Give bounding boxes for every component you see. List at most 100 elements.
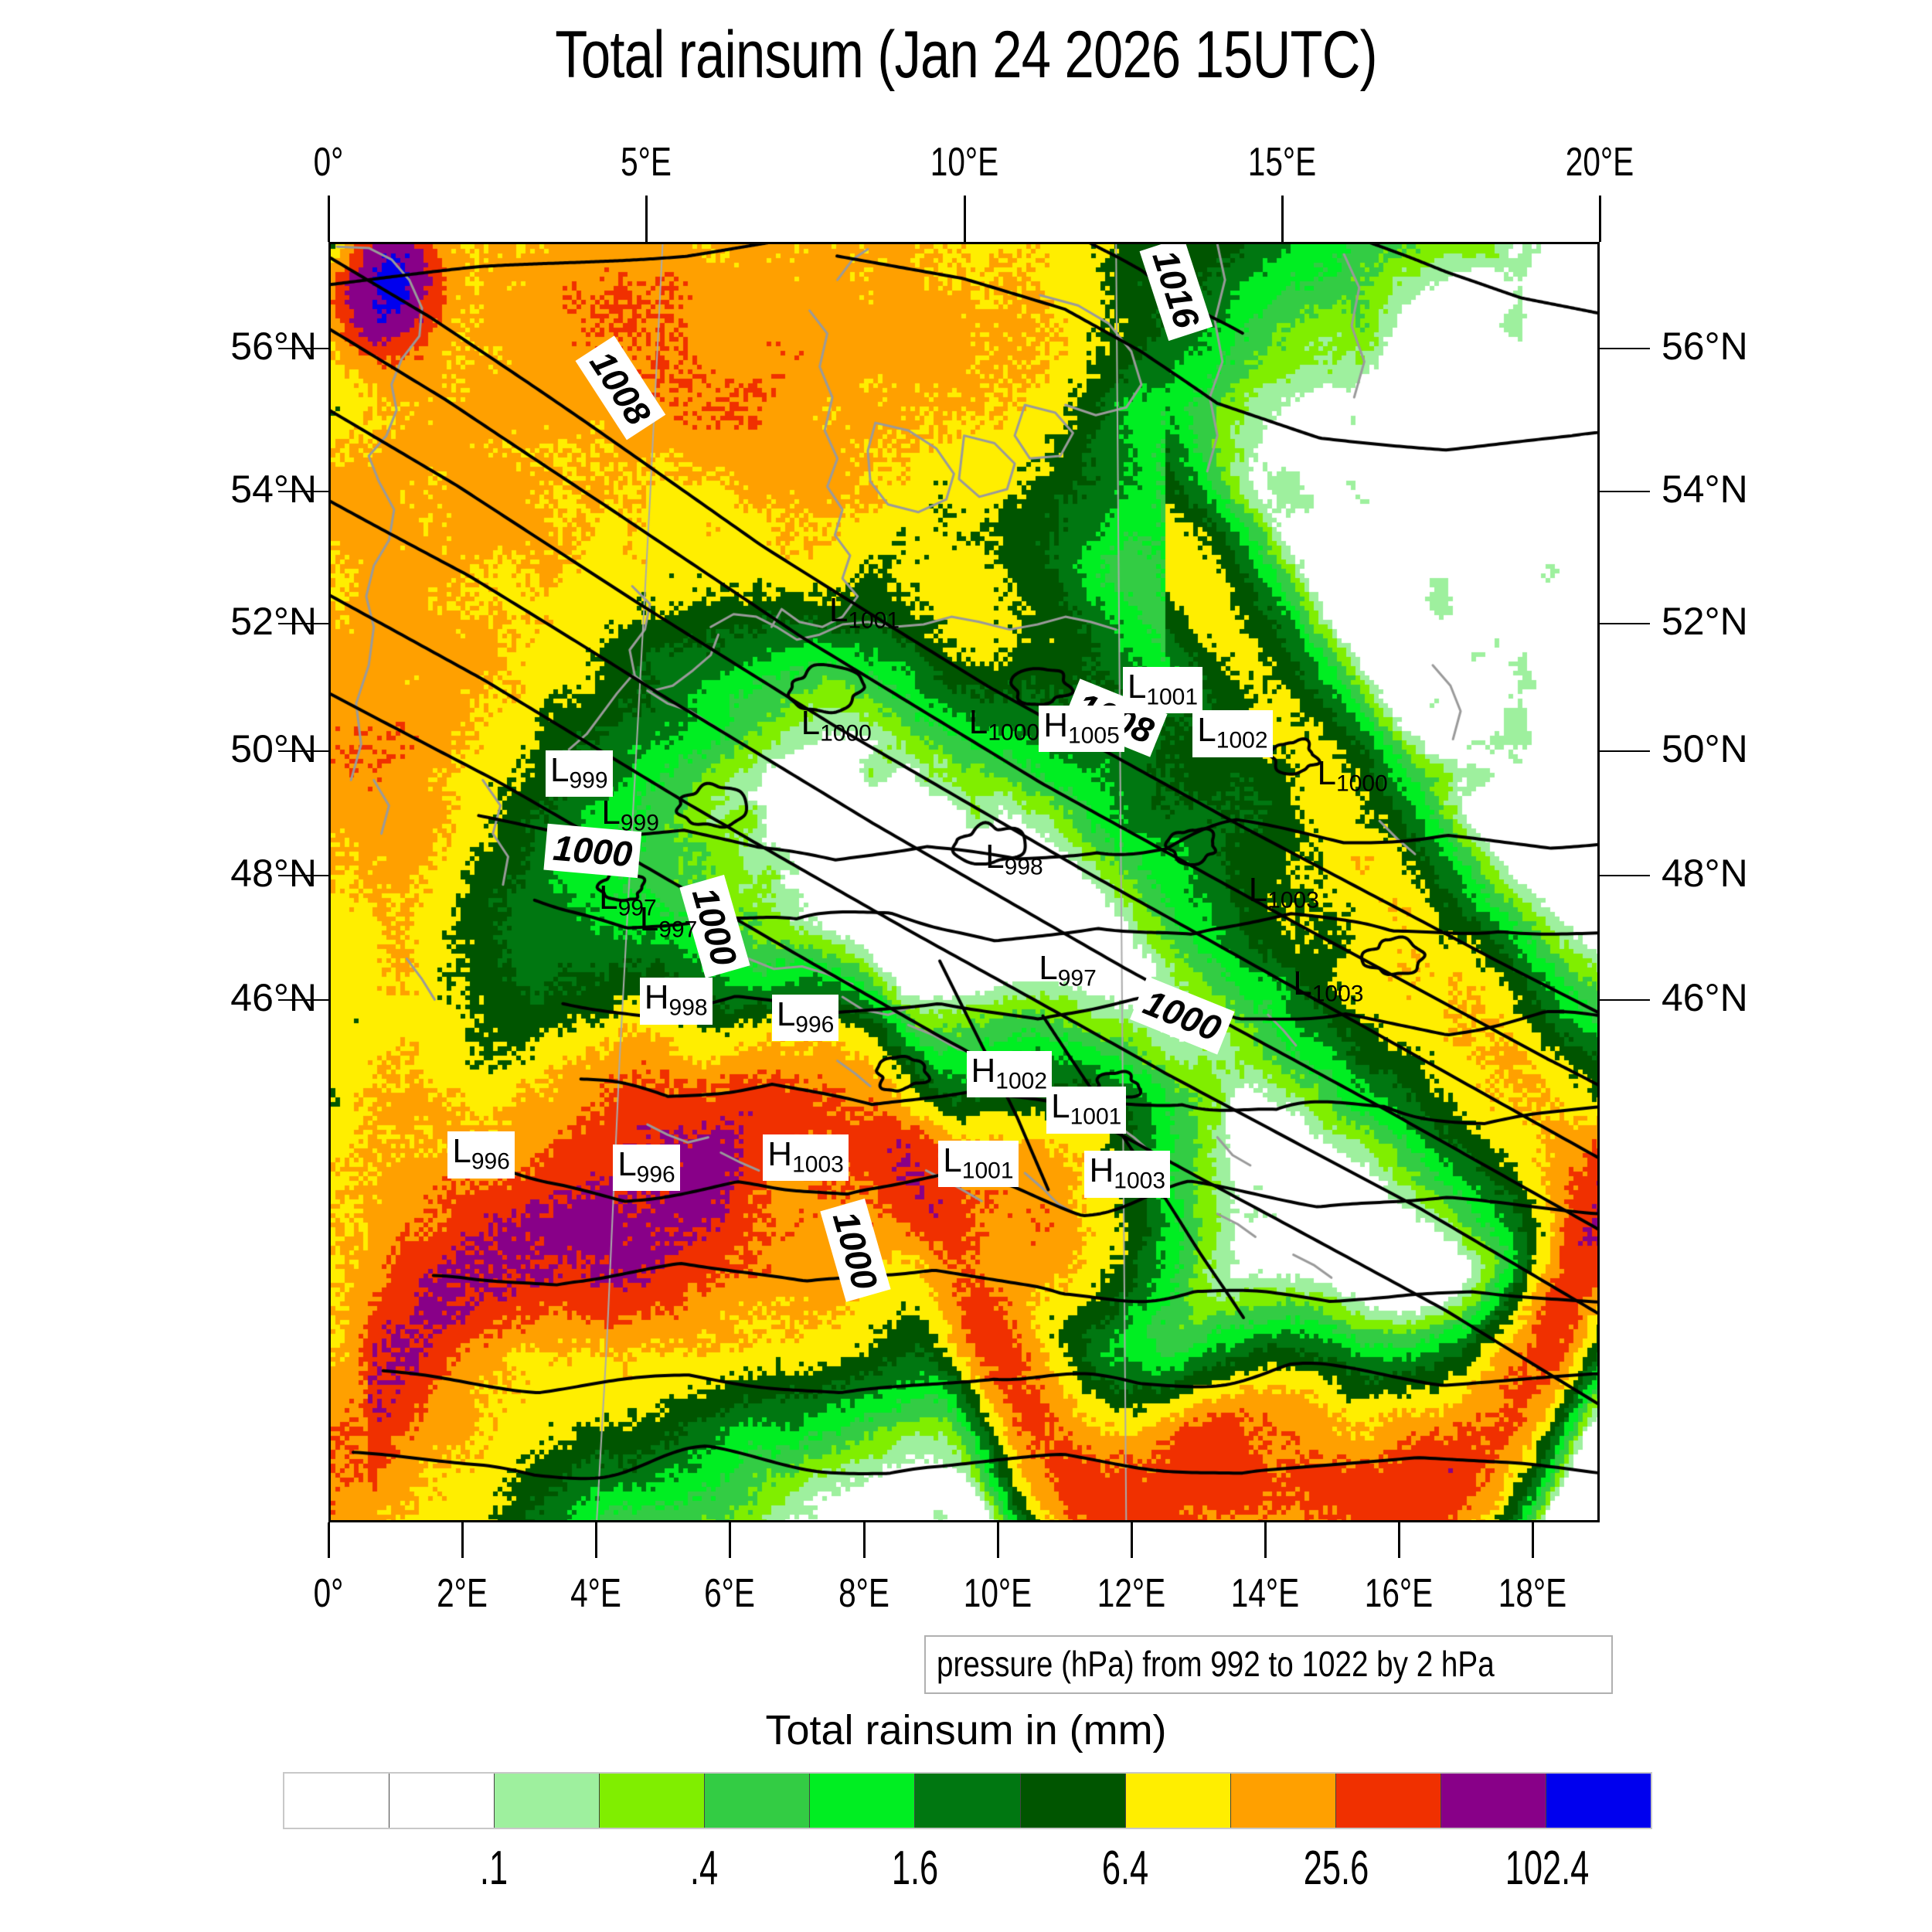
tick-label-lat-right-2: 52°N: [1662, 599, 1748, 643]
low-pressure-label-997-13: L997: [1039, 948, 1097, 992]
colorbar-swatch-2[interactable]: [495, 1774, 600, 1828]
colorbar-swatch-10[interactable]: [1335, 1774, 1441, 1828]
colorbar-tick-2: 1.6: [891, 1842, 938, 1895]
tick-label-lon-bottom-9: 18°E: [1498, 1571, 1567, 1616]
low-pressure-label-1001-4: L1001: [1122, 666, 1203, 714]
tick-label-lat-right-1: 54°N: [1662, 468, 1748, 512]
tick-mark-lon-bottom-1: [461, 1522, 464, 1558]
pressure-contour-note: pressure (hPa) from 992 to 1022 by 2 hPa: [924, 1635, 1614, 1694]
colorbar-title: Total rainsum in (mm): [765, 1707, 1167, 1753]
tick-mark-lat-right-1: [1600, 491, 1650, 493]
colorbar-swatch-4[interactable]: [705, 1774, 811, 1828]
tick-label-lat-left-4: 48°N: [230, 852, 317, 896]
high-pressure-label-1003-23: H1003: [1084, 1151, 1171, 1198]
tick-mark-lat-right-5: [1600, 998, 1650, 1001]
tick-mark-lon-top-1: [645, 196, 648, 242]
tick-mark-lon-top-0: [328, 196, 330, 242]
low-pressure-label-1001-22: L1001: [938, 1140, 1019, 1188]
tick-mark-lon-bottom-4: [862, 1522, 866, 1558]
low-pressure-label-996-19: L996: [447, 1131, 515, 1179]
tick-label-lat-left-3: 50°N: [230, 727, 317, 771]
tick-label-lon-top-2: 10°E: [930, 140, 998, 185]
tick-mark-lat-left-5: [278, 998, 328, 1001]
low-pressure-label-999-6: L999: [546, 750, 613, 797]
tick-mark-lon-bottom-3: [729, 1522, 732, 1558]
low-pressure-label-996-20: L996: [613, 1144, 680, 1192]
colorbar-swatch-8[interactable]: [1125, 1774, 1231, 1828]
low-pressure-label-997-12: L997: [639, 900, 698, 943]
tick-label-lat-left-1: 54°N: [230, 468, 317, 512]
tick-mark-lat-right-0: [1600, 347, 1650, 349]
tick-mark-lon-bottom-8: [1398, 1522, 1401, 1558]
tick-mark-lon-bottom-2: [595, 1522, 598, 1558]
colorbar-tick-4: 25.6: [1303, 1842, 1369, 1895]
tick-label-lat-right-0: 56°N: [1662, 324, 1748, 368]
colorbar-tick-5: 102.4: [1505, 1842, 1590, 1895]
low-pressure-label-1000-8: L1000: [1317, 753, 1388, 797]
colorbar-swatch-5[interactable]: [810, 1774, 916, 1828]
tick-mark-lon-top-2: [963, 196, 966, 242]
tick-label-lat-right-5: 46°N: [1662, 975, 1748, 1019]
tick-mark-lon-bottom-5: [996, 1522, 999, 1558]
tick-label-lon-top-1: 5°E: [621, 140, 672, 185]
high-pressure-label-1003-21: H1003: [763, 1134, 849, 1181]
precipitation-raster: [331, 244, 1597, 1520]
colorbar-swatch-11[interactable]: [1440, 1774, 1546, 1828]
low-pressure-label-999-7: L999: [601, 794, 659, 836]
map-plot-area[interactable]: 1016100810081000100010001000L1001L1000L1…: [328, 242, 1600, 1522]
low-pressure-label-1003-14: L1003: [1293, 964, 1364, 1006]
tick-label-lon-bottom-5: 10°E: [963, 1571, 1032, 1616]
tick-mark-lon-top-3: [1281, 196, 1284, 242]
low-pressure-label-998-9: L998: [985, 837, 1043, 879]
tick-label-lon-top-3: 15°E: [1247, 140, 1316, 185]
tick-mark-lat-left-1: [278, 491, 328, 493]
high-pressure-label-1005-3: H1005: [1039, 705, 1124, 752]
colorbar-tick-1: .4: [690, 1842, 719, 1895]
tick-label-lat-left-2: 52°N: [230, 599, 317, 643]
tick-label-lon-bottom-0: 0°: [313, 1571, 344, 1616]
tick-mark-lat-left-0: [278, 347, 328, 349]
tick-mark-lat-left-4: [278, 875, 328, 877]
colorbar[interactable]: [283, 1772, 1652, 1829]
tick-mark-lon-bottom-7: [1264, 1522, 1267, 1558]
colorbar-swatch-1[interactable]: [389, 1774, 495, 1828]
tick-label-lon-top-4: 20°E: [1565, 140, 1634, 185]
tick-mark-lat-left-3: [278, 750, 328, 753]
tick-mark-lat-right-2: [1600, 622, 1650, 624]
pressure-note-text: pressure (hPa) from 992 to 1022 by 2 hPa: [937, 1644, 1495, 1684]
tick-mark-lon-top-4: [1599, 196, 1601, 242]
colorbar-tick-0: .1: [479, 1842, 508, 1895]
low-pressure-label-996-16: L996: [771, 995, 839, 1042]
tick-mark-lon-bottom-6: [1130, 1522, 1133, 1558]
tick-mark-lat-left-2: [278, 622, 328, 624]
tick-mark-lat-right-3: [1600, 750, 1650, 753]
low-pressure-label-1000-1: L1000: [801, 704, 872, 747]
colorbar-tick-3: 6.4: [1102, 1842, 1149, 1895]
tick-label-lat-left-0: 56°N: [230, 324, 317, 368]
colorbar-swatch-3[interactable]: [600, 1774, 706, 1828]
tick-label-lon-bottom-1: 2°E: [437, 1571, 488, 1616]
tick-label-lon-bottom-4: 8°E: [838, 1571, 889, 1616]
colorbar-swatch-0[interactable]: [284, 1774, 390, 1828]
tick-mark-lat-right-4: [1600, 875, 1650, 877]
high-pressure-label-998-15: H998: [639, 978, 713, 1025]
tick-label-lat-right-4: 48°N: [1662, 852, 1748, 896]
tick-label-lon-bottom-7: 14°E: [1230, 1571, 1300, 1616]
tick-label-lon-bottom-2: 4°E: [570, 1571, 622, 1616]
low-pressure-label-1002-5: L1002: [1192, 710, 1273, 757]
colorbar-swatch-6[interactable]: [915, 1774, 1021, 1828]
colorbar-swatch-12[interactable]: [1546, 1774, 1651, 1828]
tick-label-lon-top-0: 0°: [313, 140, 344, 185]
low-pressure-label-1000-2: L1000: [968, 702, 1040, 745]
tick-label-lat-left-5: 46°N: [230, 975, 317, 1019]
tick-label-lon-bottom-8: 16°E: [1365, 1571, 1434, 1616]
tick-label-lat-right-3: 50°N: [1662, 727, 1748, 771]
colorbar-swatch-7[interactable]: [1020, 1774, 1126, 1828]
high-pressure-label-1002-17: H1002: [966, 1050, 1053, 1098]
low-pressure-label-1003-10: L1003: [1248, 870, 1319, 913]
colorbar-swatch-9[interactable]: [1230, 1774, 1336, 1828]
tick-label-lon-bottom-3: 6°E: [704, 1571, 756, 1616]
page-title: Total rainsum (Jan 24 2026 15UTC): [555, 18, 1377, 92]
tick-mark-lon-bottom-9: [1532, 1522, 1535, 1558]
